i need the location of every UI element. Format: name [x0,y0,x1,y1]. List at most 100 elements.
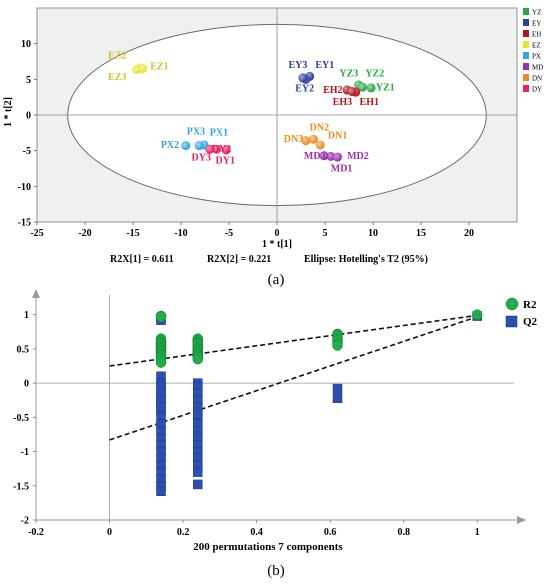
legend-swatch-px [523,52,529,59]
point-label-px2: PX2 [161,140,179,151]
legend-label-dn: DN [532,75,542,83]
legend-label-md: MD [532,64,543,72]
x-tick-label: 20 [464,228,474,239]
legend-r2-marker [505,297,519,311]
y-tick-label-b: 1 [24,310,29,321]
legend-swatch-eh [523,30,529,37]
x-tick-label: 0 [275,228,280,239]
legend-swatch-dy [523,85,529,92]
x-axis-ticks: -25 -20 -15 -10 -5 0 5 10 15 20 [30,222,474,239]
x-axis-arrow [517,516,526,524]
legend-swatch-ey [523,19,529,26]
y-axis-ticks-b: -2 -1.5 -1 -0.5 0 0.5 1 [13,310,36,527]
legend-label-yz: YZ [532,9,541,17]
score-point-shade [212,145,221,154]
point-label-md1: MD1 [331,163,353,174]
legend-q2-label: Q2 [523,316,538,328]
x-tick-label-b: 0 [107,527,112,538]
q2-point [332,383,343,394]
x-tick-label-b: 0.2 [177,527,190,538]
x-tick-label: -15 [126,228,139,239]
score-point-shade [298,73,308,83]
score-point-shade [205,145,214,154]
point-label-md2: MD2 [347,151,369,162]
score-point-shade [195,141,204,150]
x-tick-label: 10 [368,228,378,239]
point-label-eh1: EH1 [360,97,379,108]
score-point-shade [316,140,325,150]
point-label-eh3: EH3 [333,97,352,108]
r2x2-label: R2X[2] = 0.221 [207,254,271,265]
x-tick-label: -20 [78,228,91,239]
score-point-shade [309,135,318,144]
x-tick-label-b: 0.8 [397,527,410,538]
point-label-dn1: DN1 [328,131,347,142]
y-tick-label: 0 [26,111,31,122]
score-point-shade [366,83,376,93]
y-axis-label: 1 * t[2] [3,97,14,127]
q2-point [156,486,166,497]
y-tick-label-b: 0 [24,379,29,390]
legend-label-eh: EH [532,31,541,39]
score-point-shade [326,152,335,161]
point-label-eh2: EH2 [323,85,342,96]
score-point-shade [319,151,329,160]
point-label-dn3: DN3 [284,134,303,145]
x-tick-label: -5 [225,228,233,239]
point-label-ez2: EZ2 [108,51,126,62]
y-tick-label: -15 [18,218,31,229]
y-tick-label: 5 [26,75,31,86]
r2-point [155,357,167,368]
x-tick-label: 15 [416,228,426,239]
y-tick-label: 10 [21,39,31,50]
legend-r2-label: R2 [523,299,537,311]
caption-a: (a) [267,272,285,288]
x-axis-ticks-b: -0.2 0 0.2 0.4 0.6 0.8 1 [28,520,480,538]
score-point-shade [358,82,367,92]
point-label-ez3: EZ3 [108,72,126,83]
score-points [132,63,376,162]
y-tick-label-b: -2 [21,516,29,527]
r2-point [471,309,483,320]
score-point-shade [347,87,357,96]
score-point-shade [221,145,231,155]
q2-point [156,402,166,412]
ellipse-label: Ellipse: Hotelling's T2 (95%) [304,254,428,265]
legend-label-dy: DY [532,86,542,94]
caption-b: (b) [267,563,285,579]
regression-lines [109,314,478,441]
score-point-shade [301,136,310,145]
q2-point [193,479,203,490]
score-point-shade [333,152,342,162]
x-tick-label-b: 0.6 [324,527,337,538]
score-point-shade [138,64,147,73]
x-axis-label: 1 * t[1] [262,239,292,250]
point-label-md3: MD3 [304,151,326,162]
legend-label-ez: EZ [532,42,541,50]
permutation-axes [32,289,526,524]
point-label-yz2: YZ2 [365,68,384,79]
point-label-dy2: DY2 [212,144,231,155]
legend-label-px: PX [532,53,541,61]
y-axis-arrow [32,289,40,298]
group-legend: YZ EY EH EZ PX MD DN DY [523,8,543,94]
legend-swatch-md [523,63,529,70]
legend-swatch-dn [523,74,529,81]
point-label-ey2: EY2 [295,83,314,94]
x-axis-label-b: 200 permutations 7 components [193,541,343,553]
x-tick-label-b: 0.4 [250,527,263,538]
permutation-plot-panel: -0.2 0 0.2 0.4 0.6 0.8 1 -2 -1.5 -1 -0.5 0 0.5 1 200… [13,289,538,553]
point-label-ey3: EY3 [289,60,308,71]
regression-line-q2 [109,315,478,441]
y-tick-label-b: 0.5 [17,344,30,355]
x-tick-label-b: 1 [475,527,480,538]
y-tick-label: -10 [18,182,31,193]
point-label-ez1: EZ1 [150,61,168,72]
q2-point [332,393,343,403]
q2-point [193,409,203,419]
regression-line-r2 [109,314,478,367]
legend-swatch-ez [523,41,529,48]
